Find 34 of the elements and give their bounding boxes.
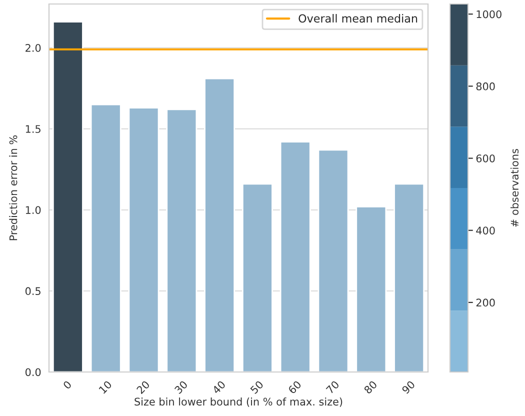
bar [318,149,349,372]
y-tick-label: 1.0 [26,206,41,214]
legend-label: Overall mean median [298,14,418,23]
y-tick-label: 1.5 [26,125,40,133]
x-tick-label: 80 [364,380,378,394]
x-tick-label: 30 [174,380,188,394]
bar [242,183,273,372]
x-tick-label: 40 [212,380,226,394]
y-tick-label: 2.0 [26,44,41,52]
x-tick-label: 70 [326,380,340,394]
color-bar-label: 800 [476,82,495,90]
x-tick-label: 0 [62,380,72,390]
color-bar-label: 400 [476,226,495,234]
color-bar-label: 200 [476,298,495,307]
x-tick-label: 20 [136,380,150,394]
y-axis-title: Prediction error in % [9,135,18,240]
x-tick-label: 50 [250,380,264,394]
bar [90,104,122,372]
bar [204,78,236,372]
bar [128,107,160,372]
x-tick-label: 10 [98,380,112,394]
bar [166,108,198,372]
color-bar-title: # observations [510,148,519,227]
bar [394,183,425,372]
x-tick-label: 90 [401,380,416,394]
bar [280,141,311,372]
bar [52,21,84,372]
y-tick-label: 0.0 [25,368,41,376]
bar [356,206,387,372]
color-bar-label: 1000 [476,10,502,18]
color-bar-label: 600 [476,154,495,162]
x-tick-label: 60 [288,380,302,394]
x-axis-title: Size bin lower bound (in % of max. size) [134,398,342,407]
y-tick-label: 0.5 [25,287,40,296]
